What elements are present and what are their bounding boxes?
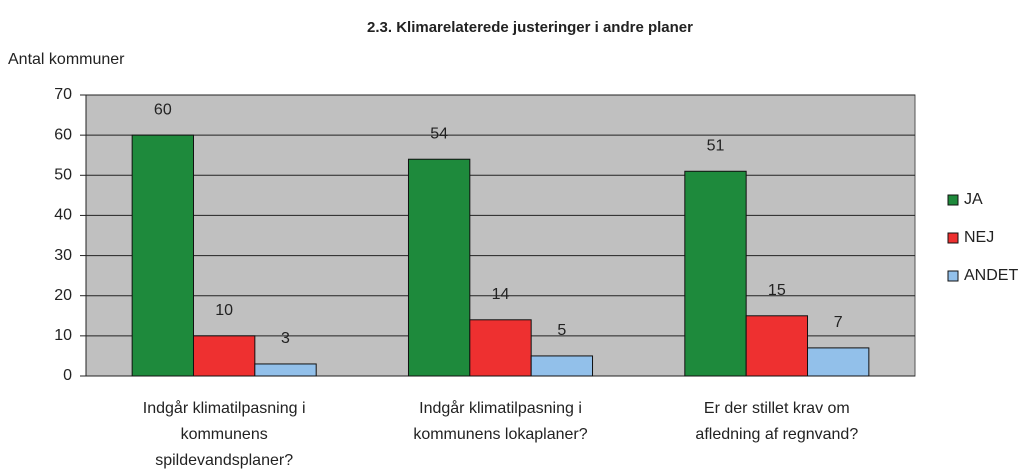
- y-tick-label: 30: [54, 247, 72, 264]
- y-tick-label: 50: [54, 167, 72, 184]
- legend-label: NEJ: [964, 229, 994, 246]
- bar: [254, 363, 317, 377]
- data-label: 10: [215, 302, 233, 319]
- legend-swatch: [947, 232, 959, 244]
- y-tick-label: 60: [54, 126, 72, 143]
- y-tick-label: 40: [54, 207, 72, 224]
- data-label: 14: [492, 286, 510, 303]
- y-tick-label: 70: [54, 86, 72, 103]
- bar: [131, 134, 194, 377]
- bar: [192, 335, 256, 377]
- bar: [684, 170, 747, 377]
- y-tick-label: 20: [54, 287, 72, 304]
- legend-swatch: [947, 194, 959, 206]
- x-tick-label: Er der stillet krav om afledning af regn…: [695, 400, 859, 443]
- legend-label: ANDET: [964, 267, 1018, 284]
- x-tick-label: Indgår klimatilpasning i kommunens spild…: [142, 400, 306, 469]
- bar: [807, 347, 870, 377]
- bar: [407, 158, 471, 377]
- data-label: 7: [834, 314, 843, 331]
- bar: [469, 319, 532, 377]
- y-tick-label: 0: [63, 367, 72, 384]
- data-label: 15: [768, 282, 786, 299]
- data-label: 5: [557, 322, 566, 339]
- chart-title: 2.3. Klimarelaterede justeringer i andre…: [367, 19, 693, 36]
- data-label: 54: [430, 125, 448, 142]
- x-tick-label: Indgår klimatilpasning i kommunens lokap…: [413, 400, 588, 443]
- bar: [745, 315, 809, 377]
- data-label: 51: [707, 137, 725, 154]
- bar: [530, 355, 594, 377]
- data-label: 3: [281, 330, 290, 347]
- data-label: 60: [154, 101, 172, 118]
- legend-swatch: [947, 270, 959, 282]
- legend-label: JA: [964, 191, 983, 208]
- y-axis-label: Antal kommuner: [8, 51, 125, 68]
- y-tick-label: 10: [54, 327, 72, 344]
